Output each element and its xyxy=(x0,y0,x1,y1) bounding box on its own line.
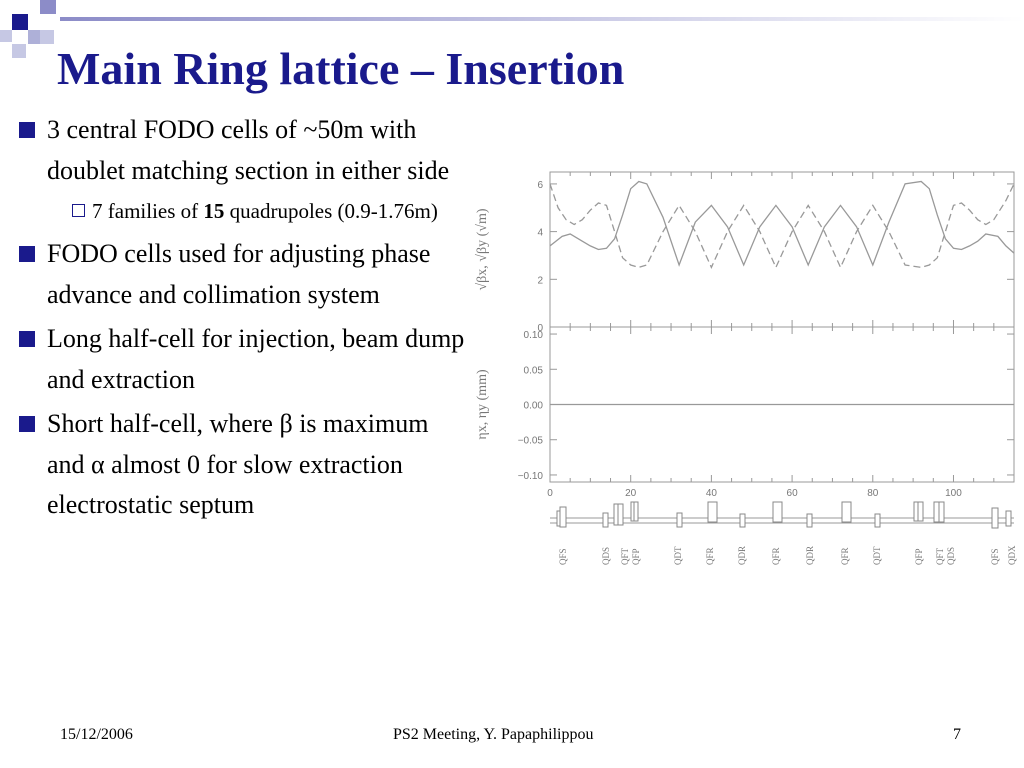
quadrupole-magnet xyxy=(559,506,567,528)
y-axis-label: ηx, ηy (mm) xyxy=(475,369,490,440)
footer-presenter: PS2 Meeting, Y. Papaphilippou xyxy=(393,726,594,743)
sub-bullet-text-post: quadrupoles (0.9-1.76m) xyxy=(224,199,438,223)
quadrupole-magnet xyxy=(707,501,718,523)
slide-title: Main Ring lattice – Insertion xyxy=(57,43,625,94)
quadrupole-magnet xyxy=(841,501,852,523)
quadrupole-magnet xyxy=(933,501,940,523)
quadrupole-magnet xyxy=(806,513,813,528)
quadrupole-magnet xyxy=(633,501,639,522)
x-tick-label: 0 xyxy=(547,488,553,499)
square-bullet-icon xyxy=(19,331,35,347)
quadrupole-magnet xyxy=(1005,510,1012,527)
element-label: QFT xyxy=(935,547,945,565)
x-tick-label: 60 xyxy=(787,488,799,499)
y-tick-label: 0.10 xyxy=(524,330,544,341)
dispersion-plot: 0.10 0.05 0.00 −0.05 −0.10 ηx, ηy (mm) 0 20 40 60… xyxy=(475,326,1015,499)
element-label: QFP xyxy=(631,548,641,565)
element-label: QFT xyxy=(620,547,630,565)
x-tick-label: 20 xyxy=(625,488,637,499)
x-tick-label: 80 xyxy=(867,488,879,499)
square-bullet-icon xyxy=(19,416,35,432)
quadrupole-magnet xyxy=(991,507,999,529)
footer-page-number: 7 xyxy=(953,726,961,743)
element-label: QFP xyxy=(914,548,924,565)
square-bullet-icon xyxy=(19,246,35,262)
corner-decoration xyxy=(0,0,1024,58)
hollow-square-bullet-icon xyxy=(72,204,85,217)
sub-bullet-text-bold: 15 xyxy=(203,199,225,223)
square-bullet-icon xyxy=(19,122,35,138)
bullet-item: Short half-cell, where β is maximum and … xyxy=(17,404,467,526)
x-tick-label: 40 xyxy=(706,488,718,499)
lattice-optics-figure: 0 2 4 6 √βx, √βy (√m) 0.10 0.05 0.00 −0.05 −0.10… xyxy=(475,171,1017,565)
footer-date: 15/12/2006 xyxy=(60,726,133,743)
element-label: QDT xyxy=(673,546,683,565)
x-tick-label: 100 xyxy=(945,488,962,499)
bullet-item: 3 central FODO cells of ~50m with double… xyxy=(17,110,467,191)
y-tick-label: −0.05 xyxy=(518,436,544,447)
quadrupole-magnet xyxy=(917,501,924,522)
element-label: QDT xyxy=(872,546,882,565)
y-tick-label: 0 xyxy=(537,323,543,334)
beta-function-plot: 0 2 4 6 √βx, √βy (√m) xyxy=(475,171,1015,334)
bullet-text: FODO cells used for adjusting phase adva… xyxy=(47,239,431,309)
bullet-text: Long half-cell for injection, beam dump … xyxy=(47,324,465,394)
quadrupole-magnet xyxy=(772,501,783,523)
y-tick-label: 6 xyxy=(537,180,543,191)
element-label: QDR xyxy=(737,546,747,565)
element-label: QFS xyxy=(990,548,1000,565)
y-tick-label: 4 xyxy=(537,228,543,239)
element-label: QFR xyxy=(705,547,715,565)
quadrupole-magnet xyxy=(602,512,609,528)
quadrupole-magnet xyxy=(874,513,881,528)
quadrupole-magnet xyxy=(938,501,945,523)
y-axis-label: √βx, √βy (√m) xyxy=(475,208,490,290)
bullet-item: FODO cells used for adjusting phase adva… xyxy=(17,234,467,315)
element-label: QDX xyxy=(1007,545,1017,565)
element-label: QFR xyxy=(771,547,781,565)
bullet-text: Short half-cell, where β is maximum and … xyxy=(47,409,429,519)
bullet-item: Long half-cell for injection, beam dump … xyxy=(17,319,467,400)
beta-x-curve xyxy=(549,180,1015,267)
y-tick-label: 2 xyxy=(537,275,543,286)
y-tick-label: 0.00 xyxy=(524,401,544,412)
quadrupole-magnet xyxy=(617,503,624,526)
bullet-list: 3 central FODO cells of ~50m with double… xyxy=(17,110,467,530)
element-label: QDR xyxy=(805,546,815,565)
y-tick-label: −0.10 xyxy=(518,471,544,482)
sub-bullet-item: 7 families of 15 quadrupoles (0.9-1.76m) xyxy=(17,195,467,228)
lattice-element-diagram: QFS QDS QFT QFP QDT QFR QDR QFR QDR QFR QDT QFP QFT Q… xyxy=(550,501,1017,565)
element-label: QDS xyxy=(601,547,611,565)
element-label: QFS xyxy=(558,548,568,565)
quadrupole-magnet xyxy=(676,512,683,528)
sub-bullet-text-pre: 7 families of xyxy=(92,199,204,223)
element-label: QFR xyxy=(840,547,850,565)
element-label: QDS xyxy=(946,547,956,565)
quadrupole-magnet xyxy=(739,513,746,528)
bullet-text: 3 central FODO cells of ~50m with double… xyxy=(47,115,450,185)
y-tick-label: 0.05 xyxy=(524,365,544,376)
